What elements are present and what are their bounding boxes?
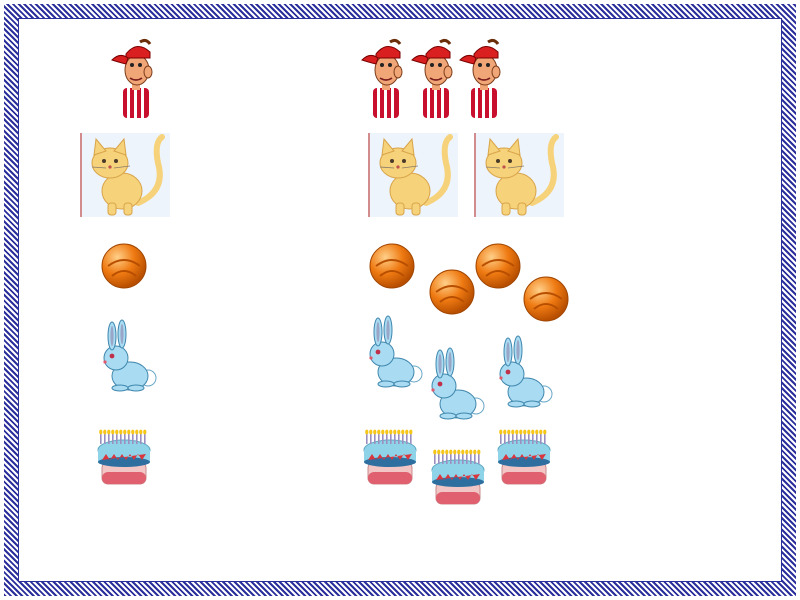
cat-icon-left-1 <box>80 133 170 217</box>
ball-icon-right-2 <box>428 268 476 316</box>
cake-icon-right-2 <box>428 446 488 508</box>
bunny-icon-left-1 <box>98 319 158 394</box>
boy-icon-right-3 <box>458 32 508 118</box>
cat-icon-right-1 <box>368 133 458 217</box>
bunny-icon-right-2 <box>426 347 486 422</box>
cat-icon-right-2 <box>474 133 564 217</box>
boy-icon-right-2 <box>410 32 460 118</box>
ball-icon-left-1 <box>100 242 148 290</box>
ball-icon-right-4 <box>522 275 570 323</box>
cake-icon-left-1 <box>94 426 154 488</box>
cake-icon-right-1 <box>360 426 420 488</box>
boy-icon-left-1 <box>110 32 160 118</box>
ball-icon-right-3 <box>474 242 522 290</box>
bunny-icon-right-1 <box>364 315 424 390</box>
bunny-icon-right-3 <box>494 335 554 410</box>
boy-icon-right-1 <box>360 32 410 118</box>
ball-icon-right-1 <box>368 242 416 290</box>
cake-icon-right-3 <box>494 426 554 488</box>
